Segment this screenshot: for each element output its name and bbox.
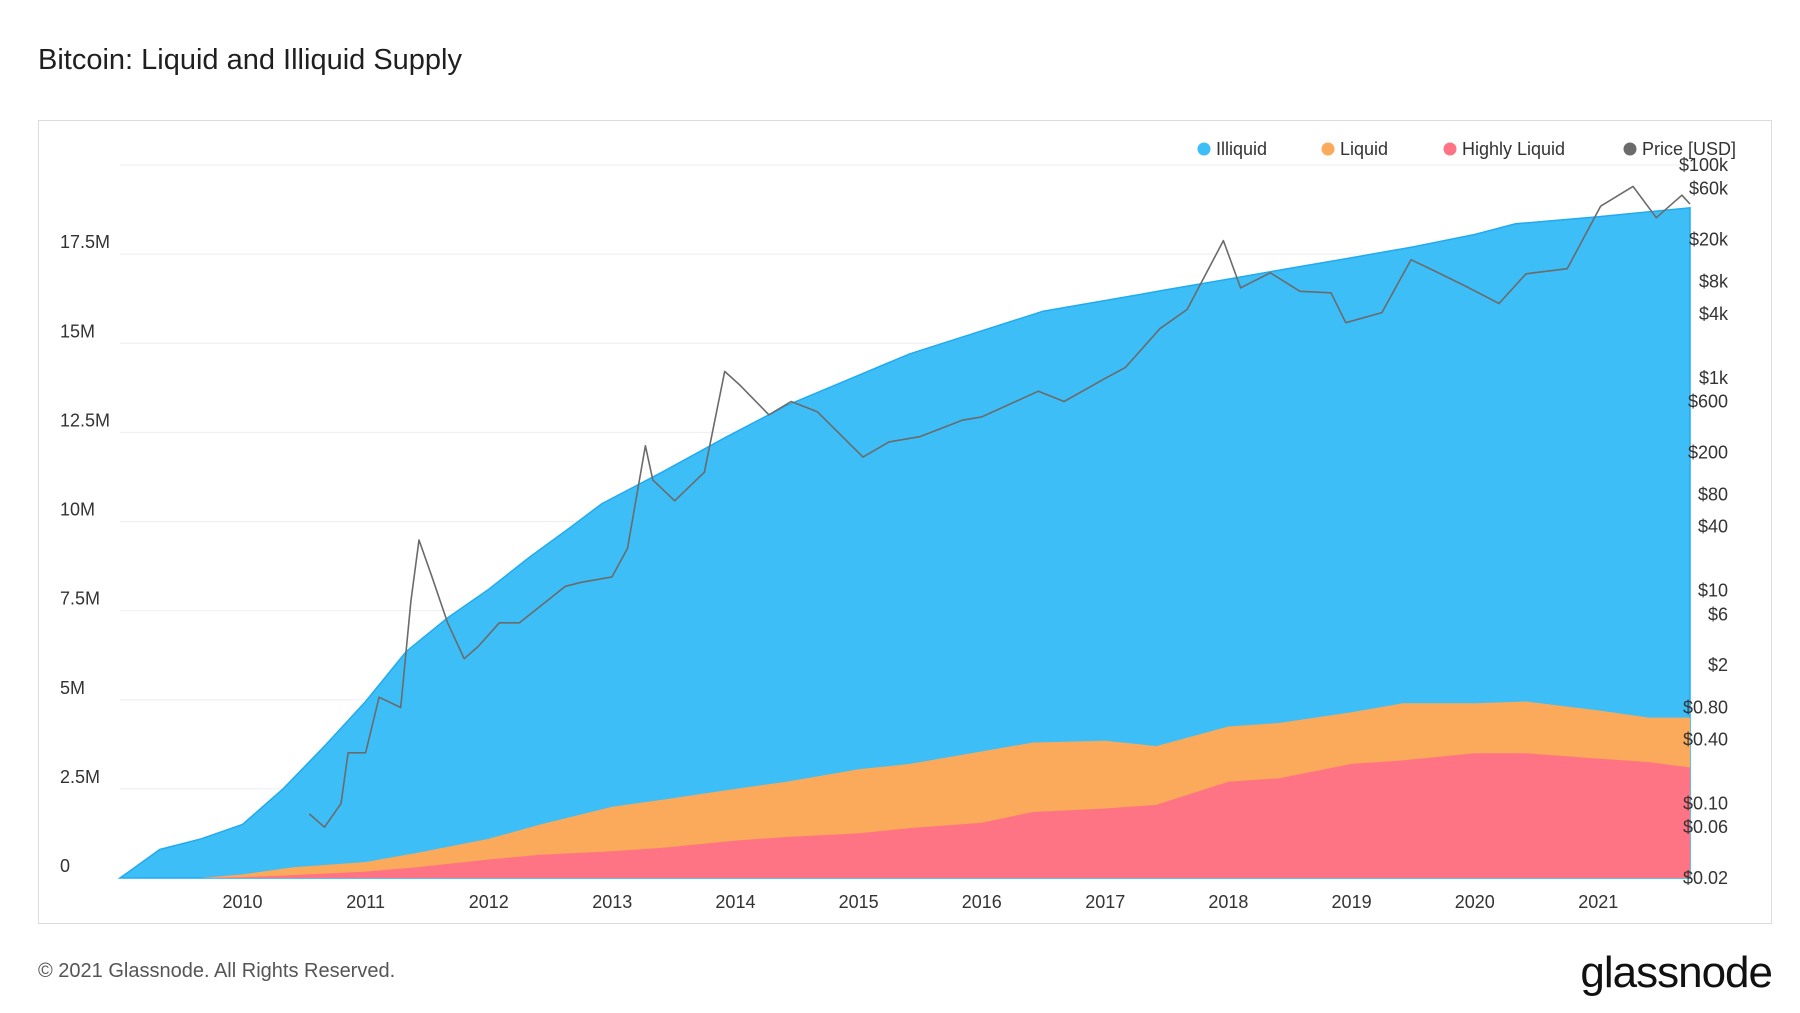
area-illiquid	[117, 206, 1691, 879]
y-left-tick-label: 2.5M	[60, 767, 100, 787]
y-right-tick-label: $0.06	[1683, 817, 1728, 837]
x-tick-label: 2012	[469, 892, 509, 912]
legend-item-illiquid[interactable]: Illiquid	[1197, 139, 1268, 159]
y-right-tick-label: $80	[1698, 485, 1728, 505]
y-right-tick-label: $8k	[1699, 272, 1729, 292]
y-right-tick-label: $0.02	[1683, 868, 1728, 888]
legend-swatch	[1623, 142, 1637, 156]
x-tick-label: 2015	[839, 892, 879, 912]
y-right-tick-label: $2	[1708, 655, 1728, 675]
y-left-tick-label: 17.5M	[60, 232, 110, 252]
legend-item-liquid[interactable]: Liquid	[1321, 139, 1389, 159]
legend-swatch	[1443, 142, 1457, 156]
y-left-tick-label: 7.5M	[60, 589, 100, 609]
legend-item-highly-liquid[interactable]: Highly Liquid	[1443, 139, 1566, 159]
left-axis-ticks: 0 2.5M 5M 7.5M 10M 12.5M 15M 17.5M	[60, 232, 110, 876]
area-highly-liquid	[120, 753, 1690, 878]
x-tick-label: 2011	[346, 892, 385, 912]
x-axis-ticks: 2010 2011 2012 2013 2014 2015 2016 2017 2018 2019…	[222, 892, 1618, 912]
y-right-tick-label: $4k	[1699, 304, 1729, 324]
y-right-tick-label: $6	[1708, 604, 1728, 624]
chart-title: Bitcoin: Liquid and Illiquid Supply	[38, 44, 462, 76]
price-series	[308, 185, 1691, 828]
x-tick-label: 2010	[222, 892, 262, 912]
x-tick-label: 2020	[1455, 892, 1495, 912]
legend-label: Price [USD]	[1642, 139, 1736, 159]
x-tick-label: 2019	[1332, 892, 1372, 912]
y-right-tick-label: $40	[1698, 517, 1728, 537]
y-right-tick-label: $10	[1698, 581, 1728, 601]
legend-item-price-usd[interactable]: Price [USD]	[1623, 139, 1737, 159]
y-right-tick-label: $20k	[1689, 229, 1729, 249]
y-right-tick-label: $60k	[1689, 179, 1729, 199]
y-left-tick-label: 5M	[60, 678, 85, 698]
y-left-tick-label: 12.5M	[60, 410, 110, 430]
chart-frame	[38, 120, 1772, 924]
x-tick-label: 2018	[1208, 892, 1248, 912]
x-tick-label: 2017	[1085, 892, 1125, 912]
y-right-tick-label: $600	[1688, 391, 1728, 411]
legend-label: Liquid	[1340, 139, 1388, 159]
legend-label: Illiquid	[1216, 139, 1267, 159]
y-left-tick-label: 0	[60, 856, 70, 876]
y-right-tick-label: $100k	[1679, 155, 1729, 175]
x-tick-label: 2014	[715, 892, 755, 912]
legend: Illiquid Liquid Highly Liquid Price [USD]	[1197, 139, 1737, 159]
y-right-tick-label: $0.80	[1683, 697, 1728, 717]
copyright-footer: © 2021 Glassnode. All Rights Reserved.	[38, 960, 396, 982]
y-right-tick-label: $0.40	[1683, 730, 1728, 750]
x-tick-label: 2021	[1578, 892, 1618, 912]
legend-swatch	[1197, 142, 1211, 156]
y-left-tick-label: 10M	[60, 500, 95, 520]
glassnode-logo: glassnode	[1580, 948, 1773, 997]
y-left-tick-label: 15M	[60, 321, 95, 341]
right-axis-ticks: $0.02 $0.06 $0.10 $0.40 $0.80 $2 $6 $10 $40 $80 $2…	[1679, 155, 1729, 888]
legend-swatch	[1321, 142, 1335, 156]
y-right-tick-label: $0.10	[1683, 794, 1728, 814]
y-right-tick-label: $200	[1688, 442, 1728, 462]
stacked-areas	[117, 206, 1691, 879]
legend-label: Highly Liquid	[1462, 139, 1565, 159]
x-tick-label: 2013	[592, 892, 632, 912]
x-tick-label: 2016	[962, 892, 1002, 912]
price-line	[308, 185, 1691, 828]
y-right-tick-label: $1k	[1699, 368, 1729, 388]
